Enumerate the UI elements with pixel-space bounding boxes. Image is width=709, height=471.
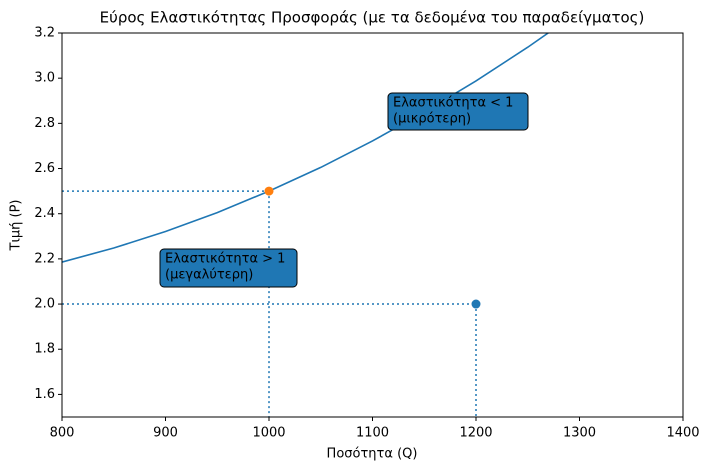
x-tick-label: 900 — [153, 426, 178, 441]
y-tick-label: 1.6 — [34, 387, 55, 402]
y-tick-label: 2.6 — [34, 161, 55, 176]
y-tick-label: 1.8 — [34, 342, 55, 357]
annotation-text: Ελαστικότητα < 1 — [393, 96, 513, 111]
x-tick-label: 1200 — [459, 426, 492, 441]
annotation-text: (μεγαλύτερη) — [165, 268, 253, 283]
point — [264, 186, 274, 196]
x-tick-label: 1300 — [563, 426, 596, 441]
y-tick-label: 2.0 — [34, 297, 55, 312]
x-axis-label: Ποσότητα (Q) — [327, 447, 418, 462]
x-tick-label: 1000 — [252, 426, 285, 441]
chart-title: Εύρος Ελαστικότητας Προσφοράς (με τα δεδ… — [100, 9, 645, 27]
plot-area — [62, 33, 550, 417]
y-tick-label: 3.2 — [34, 26, 55, 41]
line — [62, 33, 550, 263]
point — [471, 299, 481, 309]
x-tick-label: 800 — [50, 426, 75, 441]
y-axis-label: Τιμή (P) — [9, 200, 24, 252]
x-tick-label: 1100 — [356, 426, 389, 441]
y-tick-label: 2.4 — [34, 206, 55, 221]
y-tick-label: 2.8 — [34, 116, 55, 131]
y-tick-label: 2.2 — [34, 251, 55, 266]
annotation-text: (μικρότερη) — [393, 112, 471, 127]
y-tick-label: 3.0 — [34, 71, 55, 86]
annotation-box — [159, 248, 298, 288]
plot-frame — [61, 32, 684, 418]
annotation-text: Ελαστικότητα > 1 — [165, 252, 285, 267]
annotation-box — [387, 92, 529, 131]
x-tick-label: 1400 — [666, 426, 699, 441]
